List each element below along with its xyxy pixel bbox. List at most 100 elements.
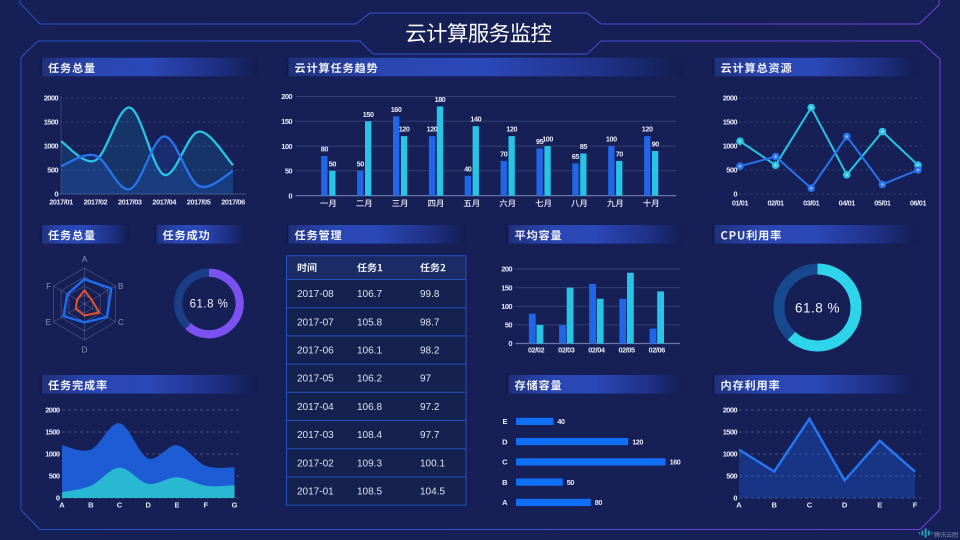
svg-text:0: 0 xyxy=(288,191,292,200)
svg-text:61.8 %: 61.8 % xyxy=(190,299,229,311)
svg-text:106.8: 106.8 xyxy=(357,402,382,413)
svg-text:160: 160 xyxy=(670,458,681,467)
svg-text:2017-08: 2017-08 xyxy=(297,289,334,300)
svg-text:85: 85 xyxy=(580,142,588,151)
svg-text:0: 0 xyxy=(733,190,737,199)
svg-text:1000: 1000 xyxy=(723,142,738,151)
svg-text:B: B xyxy=(502,478,508,487)
svg-text:40: 40 xyxy=(464,164,472,173)
svg-text:100: 100 xyxy=(501,302,512,311)
svg-text:D: D xyxy=(82,346,88,355)
svg-text:108.4: 108.4 xyxy=(357,430,382,441)
svg-text:500: 500 xyxy=(726,166,737,175)
svg-text:1500: 1500 xyxy=(723,118,738,127)
svg-text:2000: 2000 xyxy=(44,94,59,103)
svg-text:120: 120 xyxy=(399,125,410,134)
svg-text:80: 80 xyxy=(595,498,603,507)
svg-text:98.7: 98.7 xyxy=(420,317,440,328)
svg-text:100: 100 xyxy=(606,135,617,144)
svg-text:D: D xyxy=(842,501,848,510)
svg-text:2000: 2000 xyxy=(723,406,738,415)
svg-text:G: G xyxy=(232,501,238,510)
svg-text:06/01: 06/01 xyxy=(910,199,927,208)
svg-text:D: D xyxy=(502,437,508,446)
svg-text:D: D xyxy=(145,501,151,510)
svg-text:C: C xyxy=(117,501,123,510)
svg-text:1500: 1500 xyxy=(44,118,59,127)
svg-text:0: 0 xyxy=(733,494,737,503)
svg-text:100.1: 100.1 xyxy=(420,458,445,469)
svg-text:98.2: 98.2 xyxy=(420,346,440,357)
svg-text:2017-01: 2017-01 xyxy=(297,487,334,498)
svg-text:180: 180 xyxy=(435,95,446,104)
svg-text:70: 70 xyxy=(500,149,508,158)
svg-text:A: A xyxy=(502,498,508,507)
svg-text:C: C xyxy=(807,501,813,510)
svg-text:1000: 1000 xyxy=(45,450,60,459)
svg-text:120: 120 xyxy=(506,125,517,134)
svg-text:2017-06: 2017-06 xyxy=(297,346,334,357)
svg-text:B: B xyxy=(88,501,94,510)
svg-text:02/01: 02/01 xyxy=(767,199,784,208)
svg-text:50: 50 xyxy=(567,478,575,487)
svg-text:97: 97 xyxy=(420,374,432,385)
svg-text:E: E xyxy=(877,501,882,510)
svg-text:120: 120 xyxy=(642,125,653,134)
svg-text:A: A xyxy=(736,501,742,510)
svg-text:E: E xyxy=(502,417,507,426)
svg-text:140: 140 xyxy=(470,115,481,124)
svg-text:E: E xyxy=(174,501,179,510)
svg-text:80: 80 xyxy=(321,145,329,154)
svg-text:F: F xyxy=(204,501,209,510)
svg-text:2017-07: 2017-07 xyxy=(297,317,334,328)
svg-text:97.7: 97.7 xyxy=(420,430,440,441)
svg-text:40: 40 xyxy=(557,417,565,426)
svg-text:B: B xyxy=(771,501,777,510)
svg-text:150: 150 xyxy=(501,283,512,292)
svg-text:2000: 2000 xyxy=(45,406,60,415)
svg-text:04/01: 04/01 xyxy=(839,199,856,208)
svg-text:150: 150 xyxy=(281,117,292,126)
svg-text:50: 50 xyxy=(357,159,365,168)
svg-text:2000: 2000 xyxy=(723,94,738,103)
svg-text:106.7: 106.7 xyxy=(357,289,382,300)
svg-text:02/06: 02/06 xyxy=(649,346,666,355)
svg-text:99.8: 99.8 xyxy=(420,289,440,300)
svg-text:65: 65 xyxy=(572,152,580,161)
svg-text:150: 150 xyxy=(363,110,374,119)
svg-text:2017/01: 2017/01 xyxy=(49,198,73,207)
svg-text:105.8: 105.8 xyxy=(357,317,382,328)
svg-text:2017/04: 2017/04 xyxy=(152,198,177,207)
svg-text:0: 0 xyxy=(54,190,58,199)
svg-text:104.5: 104.5 xyxy=(420,487,445,498)
svg-text:C: C xyxy=(502,458,508,467)
svg-text:120: 120 xyxy=(632,437,643,446)
svg-text:C: C xyxy=(118,318,124,327)
svg-text:1000: 1000 xyxy=(44,142,59,151)
svg-text:160: 160 xyxy=(391,105,402,114)
svg-text:1500: 1500 xyxy=(45,428,60,437)
svg-text:2017/06: 2017/06 xyxy=(221,198,245,207)
svg-text:500: 500 xyxy=(726,472,737,481)
svg-text:0: 0 xyxy=(508,339,512,348)
svg-text:B: B xyxy=(118,282,123,291)
svg-text:500: 500 xyxy=(47,166,58,175)
svg-text:2017-04: 2017-04 xyxy=(297,402,334,413)
svg-text:120: 120 xyxy=(427,125,438,134)
svg-text:2017/05: 2017/05 xyxy=(187,198,211,207)
svg-text:1000: 1000 xyxy=(723,450,738,459)
svg-text:2017/03: 2017/03 xyxy=(118,198,142,207)
svg-text:02/03: 02/03 xyxy=(558,346,575,355)
svg-text:E: E xyxy=(46,318,51,327)
svg-text:106.2: 106.2 xyxy=(357,374,382,385)
svg-text:2017-05: 2017-05 xyxy=(297,374,334,385)
svg-text:F: F xyxy=(913,501,918,510)
svg-text:100: 100 xyxy=(281,142,292,151)
svg-text:02/04: 02/04 xyxy=(588,346,606,355)
svg-text:106.1: 106.1 xyxy=(357,346,382,357)
svg-text:50: 50 xyxy=(285,167,293,176)
svg-text:100: 100 xyxy=(542,135,553,144)
svg-text:90: 90 xyxy=(652,140,660,149)
svg-text:50: 50 xyxy=(505,321,513,330)
svg-text:200: 200 xyxy=(281,92,292,101)
